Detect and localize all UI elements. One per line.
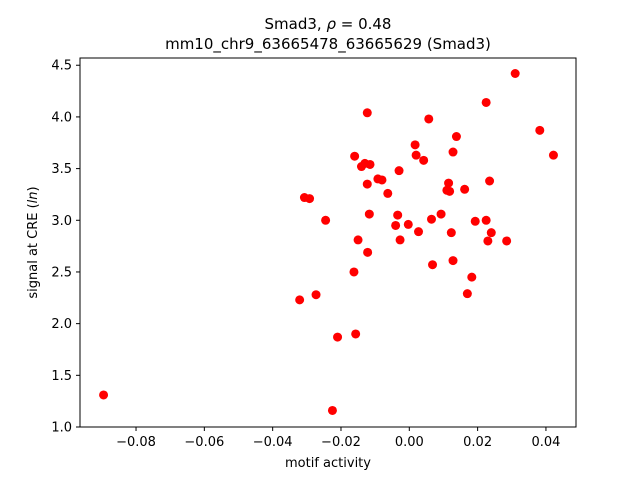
data-point-11 [353,235,363,245]
x-tick-label: 0.04 [531,435,560,450]
x-tick-label: −0.06 [184,435,224,450]
x-axis-label: motif activity [285,456,371,471]
data-point-33 [428,260,438,270]
data-point-23 [393,210,403,220]
data-point-30 [419,155,429,165]
data-point-46 [481,97,491,107]
data-point-41 [451,132,461,142]
x-tick-label: −0.04 [253,435,293,450]
data-point-5 [321,215,331,225]
data-point-9 [350,151,360,161]
title-rho: ρ [326,15,336,33]
title-suffix: = 0.48 [336,15,392,33]
y-tick-label: 2.0 [51,317,72,332]
data-point-44 [467,272,477,282]
y-tick-label: 4.0 [51,110,72,125]
data-point-39 [448,147,458,157]
x-axis-ticks: −0.08 −0.06 −0.04 −0.02 0.00 0.02 0.04 [116,427,560,450]
data-point-0 [99,390,109,400]
data-point-20 [377,175,387,185]
y-tick-label: 3.5 [51,162,72,177]
data-point-54 [548,150,558,160]
data-point-18 [365,159,375,169]
data-point-49 [485,176,495,186]
data-point-16 [363,247,373,257]
data-point-21 [383,188,393,198]
data-point-29 [414,227,424,237]
data-point-32 [427,214,436,224]
x-tick-label: 0.00 [395,435,424,450]
x-tick-label: −0.08 [116,435,156,450]
x-tick-label: −0.02 [321,435,361,450]
data-point-31 [424,114,434,124]
y-tick-label: 4.5 [51,59,72,74]
data-point-52 [510,69,520,78]
data-point-42 [460,184,470,194]
data-point-10 [351,329,361,339]
data-point-43 [462,289,472,299]
y-tick-label: 1.0 [51,421,72,436]
data-point-27 [410,140,420,150]
data-point-3 [305,194,315,204]
data-point-25 [395,235,405,245]
data-point-34 [436,209,446,219]
x-tick-label: 0.02 [463,435,492,450]
y-tick-label: 1.5 [51,369,72,384]
data-point-26 [403,219,413,229]
data-point-37 [445,186,455,196]
data-point-48 [483,236,493,246]
data-point-38 [446,228,456,238]
data-point-53 [535,125,545,135]
y-label-suffix: ) [26,186,41,191]
title-prefix: Smad3, [265,15,327,33]
chart-title-line1: Smad3, ρ = 0.48 [265,15,392,33]
data-point-6 [327,405,337,415]
data-point-1 [295,295,305,305]
data-point-7 [333,332,343,342]
plot-frame [79,57,577,428]
y-axis-label: signal at CRE (ln) [26,186,41,298]
data-point-47 [481,215,491,225]
points-layer [99,69,558,415]
data-point-28 [411,150,421,160]
data-point-8 [349,267,359,277]
y-label-prefix: signal at CRE ( [26,203,41,298]
data-point-17 [364,209,374,219]
data-point-36 [444,178,454,188]
data-point-51 [502,236,512,246]
data-point-4 [311,290,321,300]
y-tick-label: 2.5 [51,265,72,280]
data-point-45 [470,216,480,226]
chart-title-line2: mm10_chr9_63665478_63665629 (Smad3) [165,35,491,54]
data-point-50 [486,228,496,238]
data-point-14 [362,108,372,118]
y-label-italic: ln [26,191,41,203]
data-point-15 [362,179,372,189]
y-tick-label: 3.0 [51,214,72,229]
data-point-24 [394,166,404,176]
data-point-22 [391,220,401,230]
y-axis-ticks: 1.0 1.5 2.0 2.5 3.0 3.5 4.0 4.5 [51,59,80,436]
data-point-40 [448,256,458,266]
